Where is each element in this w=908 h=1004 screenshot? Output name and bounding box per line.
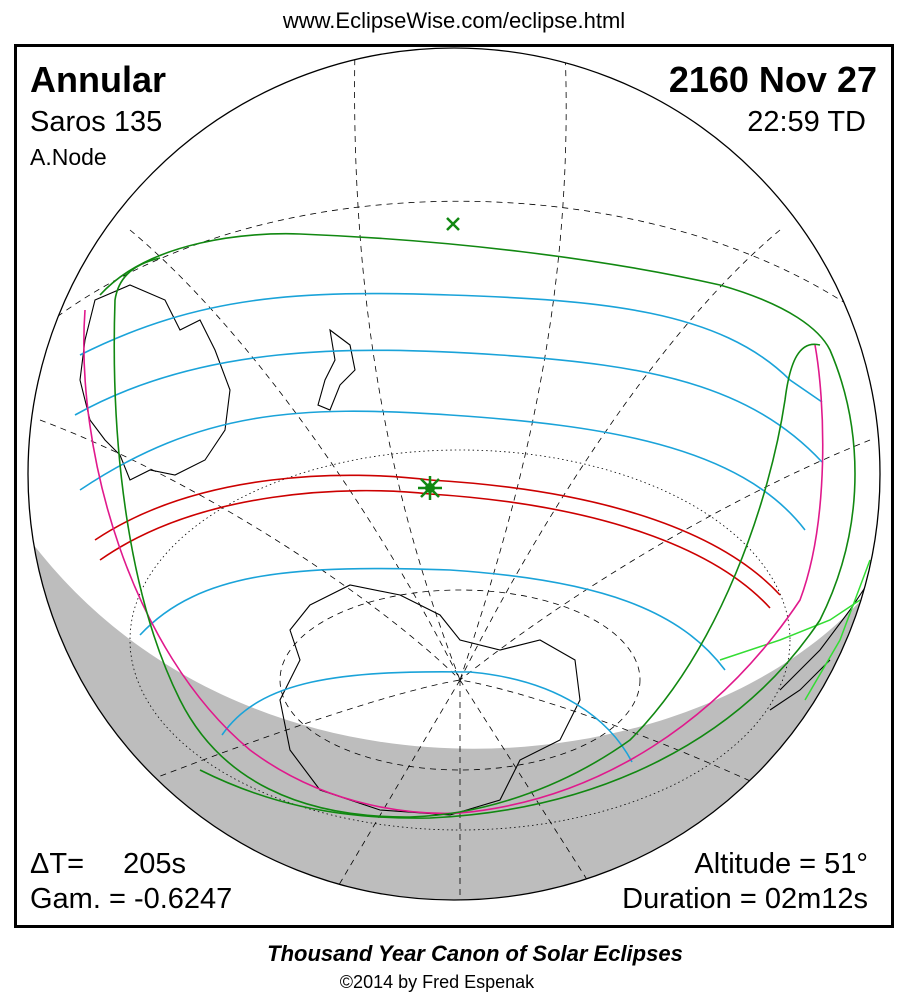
south-america	[769, 579, 871, 711]
penumbra-edge	[719, 559, 871, 701]
new-zealand	[317, 328, 356, 411]
url: www.EclipseWise.com/eclipse.html	[282, 8, 625, 33]
delta-t-label: ΔT=	[30, 848, 84, 880]
delta-t-value: 205s	[123, 848, 186, 880]
footer-title: Thousand Year Canon of Solar Eclipses	[267, 941, 683, 966]
gamma: Gam. = -0.6247	[30, 883, 232, 915]
subsolar-point	[446, 217, 460, 231]
eclipse-type: Annular	[30, 59, 166, 100]
antarctica	[279, 584, 581, 816]
copyright: ©2014 by Fred Espenak	[340, 972, 535, 992]
node: A.Node	[30, 144, 107, 170]
parallel	[279, 589, 641, 771]
penumbral-lines	[74, 292, 823, 763]
saros: Saros 135	[30, 106, 162, 138]
time: 22:59 TD	[747, 106, 866, 138]
greatest-eclipse-dot	[425, 483, 435, 493]
night-region	[30, 540, 870, 900]
meridian	[354, 48, 461, 681]
duration: Duration = 02m12s	[622, 883, 868, 915]
meridian	[459, 48, 567, 681]
parallel	[129, 449, 791, 831]
altitude: Altitude = 51°	[694, 848, 868, 880]
contact-curves	[99, 232, 856, 819]
date: 2160 Nov 27	[669, 59, 877, 100]
limit-curve	[83, 309, 824, 815]
limb	[27, 47, 881, 901]
globe	[30, 48, 871, 900]
parallel	[39, 200, 871, 331]
